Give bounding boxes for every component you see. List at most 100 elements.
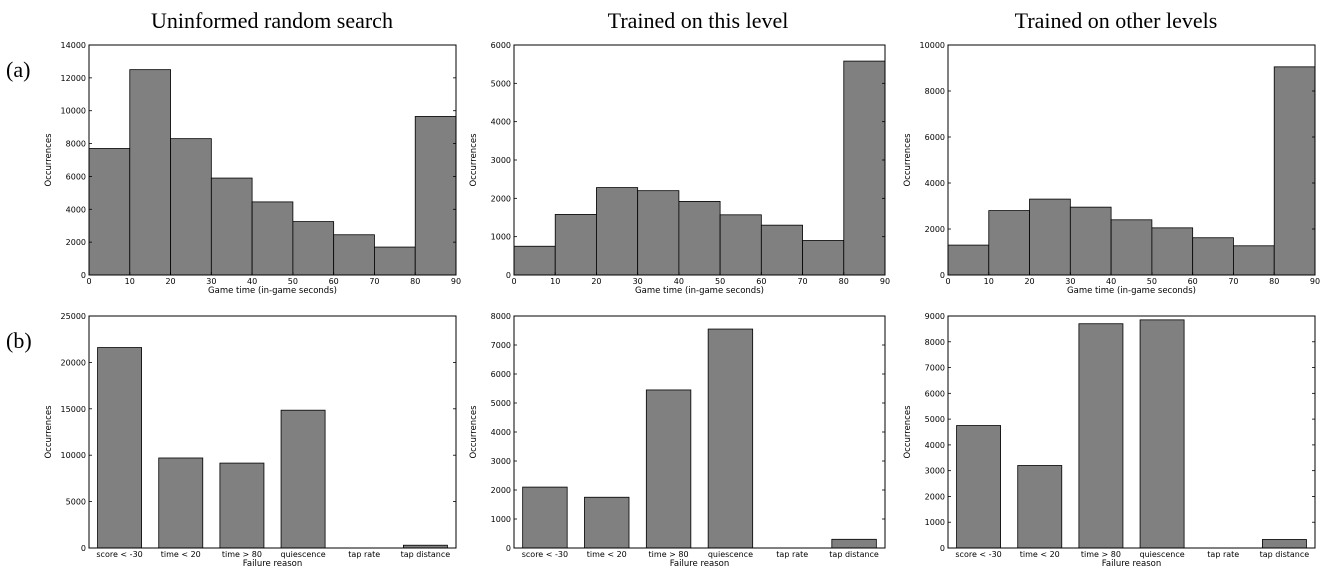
chart5-bar-4 — [707, 328, 754, 549]
chart3-ytick-label-3: 4000 — [925, 179, 945, 188]
chart3-bar-2 — [988, 210, 1030, 276]
chart5-ytick-label-2: 1000 — [491, 515, 511, 524]
chart2-xtick-label-5: 40 — [674, 277, 684, 286]
chart5-ytick-label-4: 3000 — [491, 457, 511, 466]
chart5-ytick-label-7: 6000 — [491, 370, 511, 379]
chart6-bar-3 — [1078, 323, 1124, 549]
chart6-ylabel: Occurrences — [903, 405, 913, 459]
chart5-ytick-label-1: 0 — [506, 544, 511, 553]
chart1-xtick-label-6: 50 — [288, 277, 298, 286]
chart1-bar-6 — [292, 221, 335, 276]
chart4-xtick-label-6: tap distance — [401, 550, 451, 559]
chart4-xtick-label-5: tap rate — [348, 550, 380, 559]
chart6-xtick-label-4: quiescence — [1139, 550, 1184, 559]
chart2-bar-4 — [637, 190, 680, 276]
chart2-bar-1 — [513, 245, 556, 276]
chart5-xtick-label-1: score < -30 — [522, 550, 568, 559]
chart5-ytick-label-9: 8000 — [491, 312, 511, 321]
chart1-ytick-label-6: 10000 — [61, 107, 86, 116]
chart3-bar-8 — [1233, 245, 1275, 276]
column-title-2: Trained on this level — [608, 8, 789, 33]
chart4-bar-4 — [280, 409, 326, 549]
chart3-bar-4 — [1069, 206, 1112, 276]
chart2-bar-8 — [802, 240, 845, 276]
chart2-xtick-label-1: 0 — [511, 277, 516, 286]
chart6-ytick-label-8: 7000 — [925, 364, 945, 373]
chart6-bar-2 — [1017, 465, 1063, 549]
chart2-xtick-label-7: 60 — [756, 277, 766, 286]
chart2-bar-2 — [554, 214, 597, 276]
chart1-xtick-label-2: 10 — [125, 277, 135, 286]
chart3-ytick-label-5: 8000 — [925, 87, 945, 96]
chart1-xtick-label-3: 20 — [165, 277, 175, 286]
chart3-xtick-label-1: 0 — [945, 277, 950, 286]
chart1-bar-3 — [170, 138, 212, 276]
chart4-xlabel: Failure reason — [243, 559, 302, 569]
chart2-bar-3 — [596, 187, 639, 276]
chart1-ytick-label-5: 8000 — [66, 140, 86, 149]
column-title-1: Uninformed random search — [151, 8, 393, 33]
chart3-ytick-label-1: 0 — [940, 271, 945, 280]
chart4-xtick-label-2: time < 20 — [161, 550, 201, 559]
chart1-xtick-label-1: 0 — [86, 277, 91, 286]
chart5-xlabel: Failure reason — [670, 559, 729, 569]
chart3-bar-7 — [1192, 237, 1234, 276]
chart2-xtick-label-4: 30 — [633, 277, 643, 286]
chart3: 0 10 20 30 40 50 60 70 80 90 0 2000 4000 6000 8000 1000… — [903, 41, 1320, 296]
chart3-xtick-label-9: 80 — [1269, 277, 1279, 286]
chart1-bar-2 — [129, 69, 171, 276]
chart3-xtick-label-6: 50 — [1147, 277, 1157, 286]
chart4-ytick-label-5: 20000 — [61, 358, 86, 367]
chart4-bar-2 — [158, 457, 204, 549]
chart2-xtick-label-3: 20 — [591, 277, 601, 286]
chart5-ytick-label-8: 7000 — [491, 341, 511, 350]
chart6-xtick-label-6: tap distance — [1260, 550, 1310, 559]
chart1-bar-5 — [251, 201, 294, 276]
chart4: score < -30 time < 20 time > 80 quiescence t… — [44, 312, 457, 569]
chart3-bar-3 — [1029, 198, 1071, 276]
chart3-xtick-label-3: 20 — [1024, 277, 1034, 286]
chart1-ytick-label-1: 0 — [81, 271, 86, 280]
chart3-ytick-label-4: 6000 — [925, 133, 945, 142]
chart5-bar-1 — [522, 486, 568, 549]
chart6-ytick-label-5: 4000 — [925, 441, 945, 450]
chart4-ytick-label-4: 15000 — [61, 405, 86, 414]
chart2-xlabel: Game time (in-game seconds) — [635, 286, 764, 296]
chart6-xtick-label-5: tap rate — [1207, 550, 1239, 559]
chart1-xlabel: Game time (in-game seconds) — [208, 286, 337, 296]
chart3-xlabel: Game time (in-game seconds) — [1067, 286, 1196, 296]
chart6-xtick-label-1: score < -30 — [955, 550, 1001, 559]
chart2: 0 10 20 30 40 50 60 70 80 90 0 1000 2000 3000 4000 5000… — [469, 41, 890, 296]
chart5-ytick-label-6: 5000 — [491, 399, 511, 408]
chart1-ytick-label-8: 14000 — [61, 41, 86, 50]
chart5-xtick-label-3: time > 80 — [649, 550, 689, 559]
chart6-xtick-label-2: time < 20 — [1020, 550, 1060, 559]
chart4-xtick-label-4: quiescence — [280, 550, 325, 559]
chart1-bar-4 — [210, 177, 253, 276]
chart1-axes-frame — [88, 44, 457, 276]
chart1: 0 10 20 30 40 50 60 70 80 90 0 2000 4000 6000 8000 1000… — [44, 41, 461, 296]
chart3-ytick-label-6: 10000 — [920, 41, 945, 50]
chart5-bar-2 — [584, 496, 630, 549]
chart3-axes-frame — [947, 44, 1316, 276]
chart2-ylabel: Occurrences — [469, 133, 479, 187]
chart1-ylabel: Occurrences — [44, 133, 54, 187]
row-label-b: (b) — [6, 328, 32, 353]
chart3-bar-9 — [1273, 66, 1316, 276]
chart2-xtick-label-10: 90 — [880, 277, 890, 286]
chart1-xtick-label-9: 80 — [410, 277, 420, 286]
chart6-ytick-label-2: 1000 — [925, 518, 945, 527]
chart5-bar-3 — [645, 389, 692, 549]
chart3-xtick-label-5: 40 — [1106, 277, 1116, 286]
chart1-bar-1 — [88, 148, 131, 276]
chart1-ytick-label-7: 12000 — [61, 74, 86, 83]
chart2-ytick-label-4: 3000 — [491, 156, 511, 165]
chart6-bar-1 — [956, 425, 1002, 549]
chart1-bar-8 — [374, 246, 416, 276]
chart6-ytick-label-7: 6000 — [925, 389, 945, 398]
chart5-bar-6 — [831, 538, 877, 549]
chart6-ytick-label-6: 5000 — [925, 415, 945, 424]
chart2-xtick-label-8: 70 — [797, 277, 807, 286]
chart2-bar-9 — [843, 60, 886, 276]
chart4-ytick-label-3: 10000 — [61, 451, 86, 460]
